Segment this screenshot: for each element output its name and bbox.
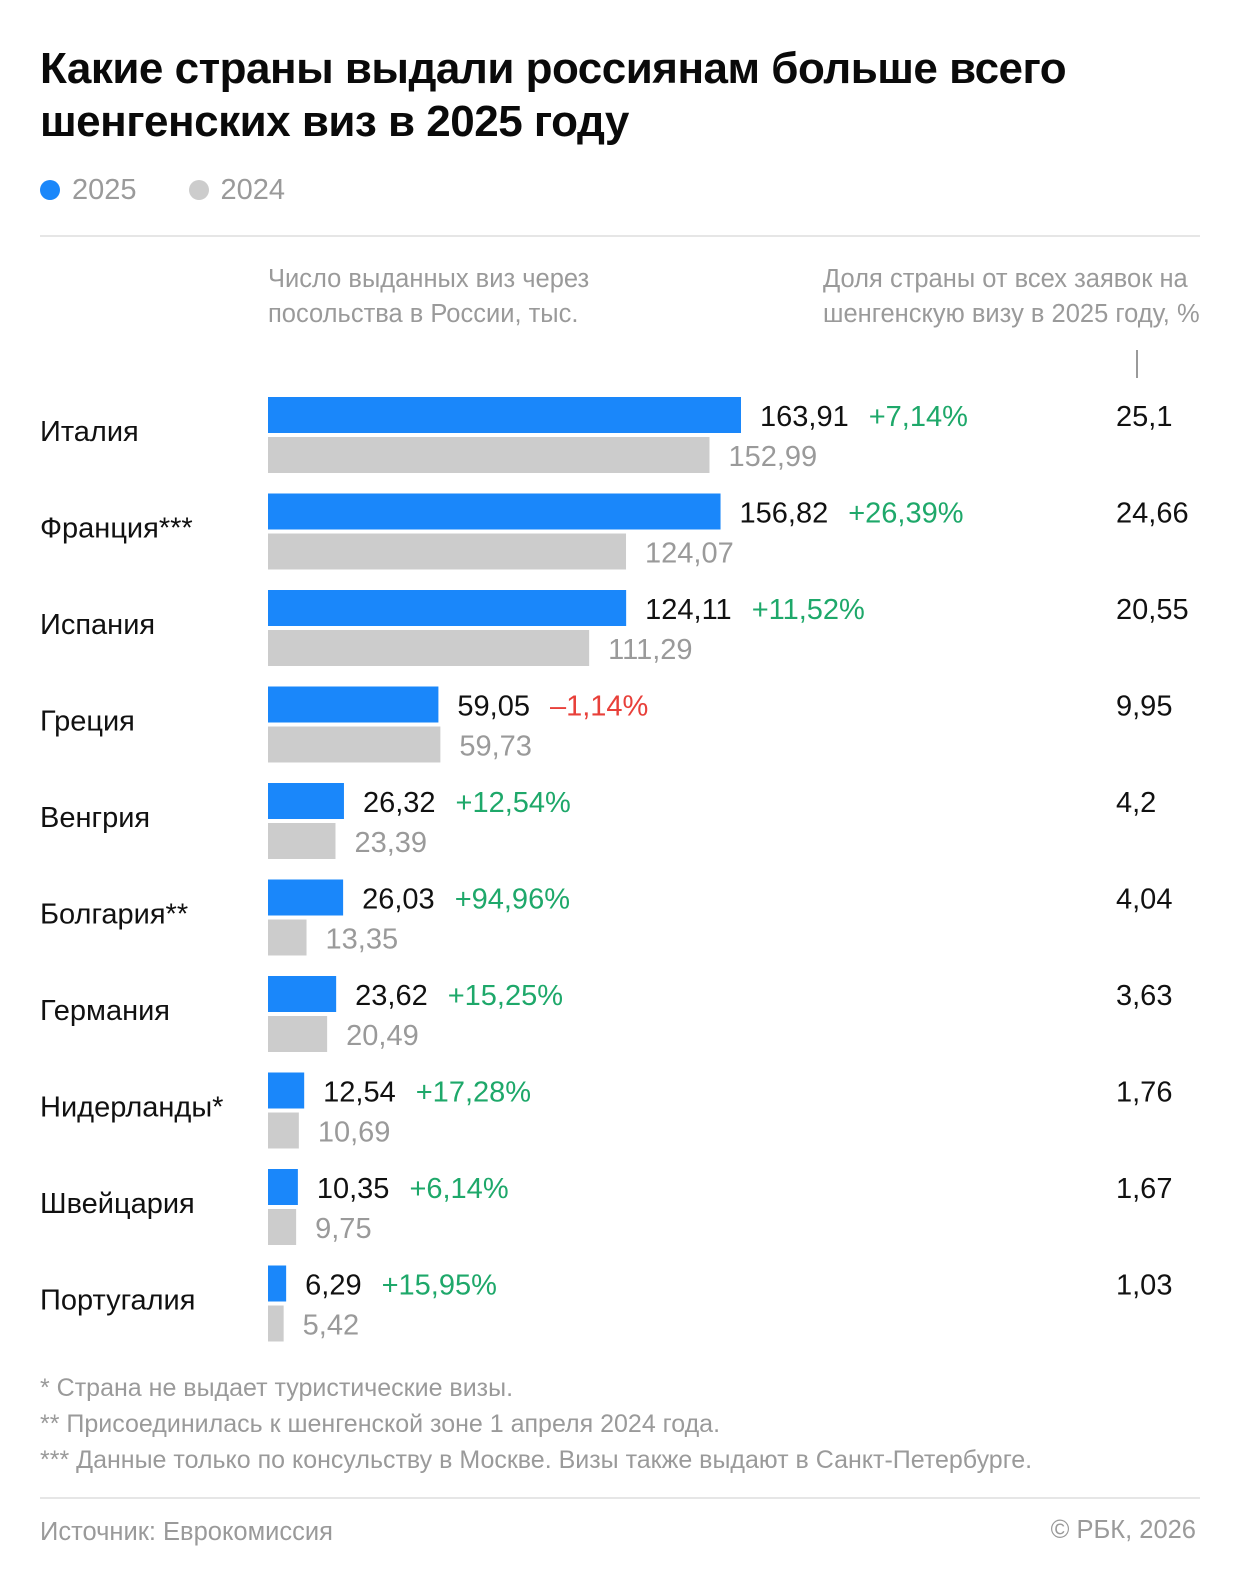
change-label: +17,28% xyxy=(416,1077,531,1109)
legend-swatch-2025 xyxy=(40,180,60,200)
bar-2024 xyxy=(268,437,710,473)
copyright-note: © РБК, 2026 xyxy=(1050,1516,1196,1544)
bar-2025 xyxy=(268,493,721,530)
legend-item-2024: 2024 xyxy=(188,173,286,207)
bar-2025 xyxy=(268,590,627,626)
bar-2024 xyxy=(268,1209,297,1245)
country-label: Венгрия xyxy=(40,802,150,834)
share-value: 4,2 xyxy=(1116,787,1156,819)
value-label-2024: 9,75 xyxy=(315,1213,371,1245)
value-label-2025: 124,11 xyxy=(645,594,732,626)
country-label: Италия xyxy=(40,416,139,448)
source-note: Источник: Еврокомиссия xyxy=(40,1518,333,1546)
bar-2025 xyxy=(268,397,741,433)
bar-2025 xyxy=(268,1169,298,1205)
value-label-2024: 111,29 xyxy=(608,634,692,666)
bar-2024 xyxy=(268,919,307,956)
value-label-2024: 152,99 xyxy=(728,441,817,473)
bar-2024 xyxy=(268,533,627,570)
share-value: 25,1 xyxy=(1116,401,1172,433)
value-label-2024: 59,73 xyxy=(459,731,532,763)
bar-2025 xyxy=(268,1072,305,1109)
value-label-2025: 10,35 xyxy=(317,1173,390,1205)
legend-label-2025: 2025 xyxy=(72,173,137,206)
country-label: Греция xyxy=(40,706,135,738)
visas-column-header: Число выданных виз через посольства в Ро… xyxy=(268,265,590,328)
country-label: Португалия xyxy=(40,1285,195,1317)
value-label-2025: 59,05 xyxy=(457,691,530,723)
legend-swatch-2024 xyxy=(188,180,209,200)
country-label: Франция*** xyxy=(40,513,193,545)
share-value: 1,03 xyxy=(1116,1270,1172,1302)
change-label: –1,14% xyxy=(550,691,648,723)
value-label-2025: 6,29 xyxy=(305,1270,361,1302)
share-value: 24,66 xyxy=(1116,498,1189,530)
change-label: +15,25% xyxy=(448,980,563,1012)
value-label-2025: 23,62 xyxy=(355,980,428,1012)
value-label-2024: 124,07 xyxy=(645,538,734,570)
value-label-2024: 5,42 xyxy=(303,1310,359,1342)
bar-2025 xyxy=(268,879,344,916)
bar-2024 xyxy=(268,726,441,763)
change-label: +6,14% xyxy=(409,1173,508,1205)
top-divider xyxy=(40,235,1200,237)
footnotes: * Страна не выдает туристические визы. *… xyxy=(40,1370,1220,1478)
change-label: +26,39% xyxy=(848,498,963,530)
value-label-2024: 23,39 xyxy=(354,827,427,859)
share-value: 1,67 xyxy=(1116,1173,1172,1205)
value-label-2024: 20,49 xyxy=(346,1020,419,1052)
share-value: 4,04 xyxy=(1116,884,1172,916)
country-label: Испания xyxy=(40,609,155,641)
value-label-2025: 12,54 xyxy=(323,1077,396,1109)
share-value: 1,76 xyxy=(1116,1077,1172,1109)
footnote-1: * Страна не выдает туристические визы. xyxy=(40,1374,514,1402)
share-value: 9,95 xyxy=(1116,691,1172,723)
bar-2024 xyxy=(268,1112,299,1149)
share-column-tick xyxy=(1136,350,1138,378)
value-label-2025: 156,82 xyxy=(740,498,829,530)
change-label: +7,14% xyxy=(869,401,968,433)
change-label: +94,96% xyxy=(455,884,570,916)
country-label: Швейцария xyxy=(40,1188,195,1220)
bar-2025 xyxy=(268,783,344,819)
country-label: Нидерланды* xyxy=(40,1092,223,1124)
bar-2024 xyxy=(268,1016,328,1052)
bar-2025 xyxy=(268,686,439,723)
bar-2025 xyxy=(268,976,337,1012)
value-label-2024: 13,35 xyxy=(326,924,399,956)
legend: 2025 2024 xyxy=(40,170,337,210)
bar-2025 xyxy=(268,1265,287,1302)
chart-title: Какие страны выдали россиянам больше все… xyxy=(40,44,1067,146)
value-label-2025: 163,91 xyxy=(760,401,849,433)
bar-2024 xyxy=(268,1305,284,1342)
footnote-2: ** Присоединилась к шенгенской зоне 1 ап… xyxy=(40,1410,721,1438)
country-label: Германия xyxy=(40,995,170,1027)
value-label-2025: 26,32 xyxy=(363,787,436,819)
bottom-divider xyxy=(40,1497,1200,1499)
change-label: +12,54% xyxy=(456,787,571,819)
share-column-header: Доля страны от всех заявок на шенгенскую… xyxy=(823,265,1200,328)
legend-label-2024: 2024 xyxy=(220,173,286,206)
value-label-2025: 26,03 xyxy=(362,884,435,916)
share-value: 3,63 xyxy=(1116,980,1172,1012)
change-label: +15,95% xyxy=(382,1270,497,1302)
share-value: 20,55 xyxy=(1116,594,1189,626)
legend-item-2025: 2025 xyxy=(40,174,137,207)
value-label-2024: 10,69 xyxy=(318,1117,391,1149)
bar-2024 xyxy=(268,630,590,666)
footnote-3: *** Данные только по консульству в Москв… xyxy=(40,1446,1033,1474)
country-label: Болгария** xyxy=(40,899,188,931)
change-label: +11,52% xyxy=(752,594,865,626)
bar-2024 xyxy=(268,823,336,859)
